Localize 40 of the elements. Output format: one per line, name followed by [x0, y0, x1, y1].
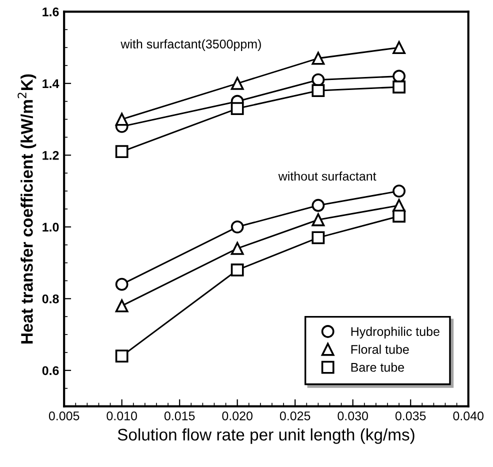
- x-tick-label: 0.030: [338, 411, 368, 420]
- x-tick-label: 0.035: [395, 411, 426, 420]
- y-tick-label: 0.8: [42, 294, 59, 304]
- y-tick-label: 1.6: [42, 7, 59, 16]
- x-tick-label: 0.040: [453, 411, 484, 420]
- point: [312, 198, 325, 212]
- legend-label: Bare tube: [351, 362, 404, 372]
- y-tick-label: 1.2: [42, 150, 59, 160]
- point: [230, 264, 244, 276]
- point: [392, 41, 406, 54]
- y-tick-label: 1.0: [42, 222, 59, 232]
- point: [392, 80, 406, 94]
- point: [115, 299, 128, 312]
- y-axis-title: Heat transfer coefficient (kW/m$^{2}$K): [18, 74, 36, 344]
- point: [312, 52, 325, 65]
- point: [392, 184, 406, 198]
- x-tick-label: 0.020: [222, 411, 252, 420]
- point: [230, 102, 244, 115]
- point: [230, 76, 244, 90]
- point: [115, 112, 128, 126]
- x-tick-label: 0.005: [48, 411, 80, 420]
- annotation: without surfactant: [278, 171, 376, 181]
- point: [312, 231, 325, 244]
- point: [230, 220, 244, 234]
- point: [312, 84, 325, 98]
- point: [115, 145, 128, 158]
- point: [312, 213, 325, 226]
- annotation: with surfactant(3500ppm): [120, 39, 261, 51]
- x-tick-label: 0.010: [106, 411, 137, 420]
- x-tick-label: 0.025: [280, 411, 310, 420]
- point: [392, 210, 406, 223]
- y-tick-label: 0.6: [42, 366, 59, 376]
- x-axis-title: Solution flow rate per unit length (kg/ms): [118, 428, 414, 444]
- x-tick-label: 0.015: [164, 411, 195, 420]
- point: [115, 350, 128, 363]
- legend-label: Hydrophilic tube: [351, 326, 440, 338]
- point: [115, 278, 128, 291]
- legend-label: Floral tube: [351, 344, 409, 354]
- point: [230, 242, 244, 255]
- y-tick-label: 1.4: [42, 79, 60, 88]
